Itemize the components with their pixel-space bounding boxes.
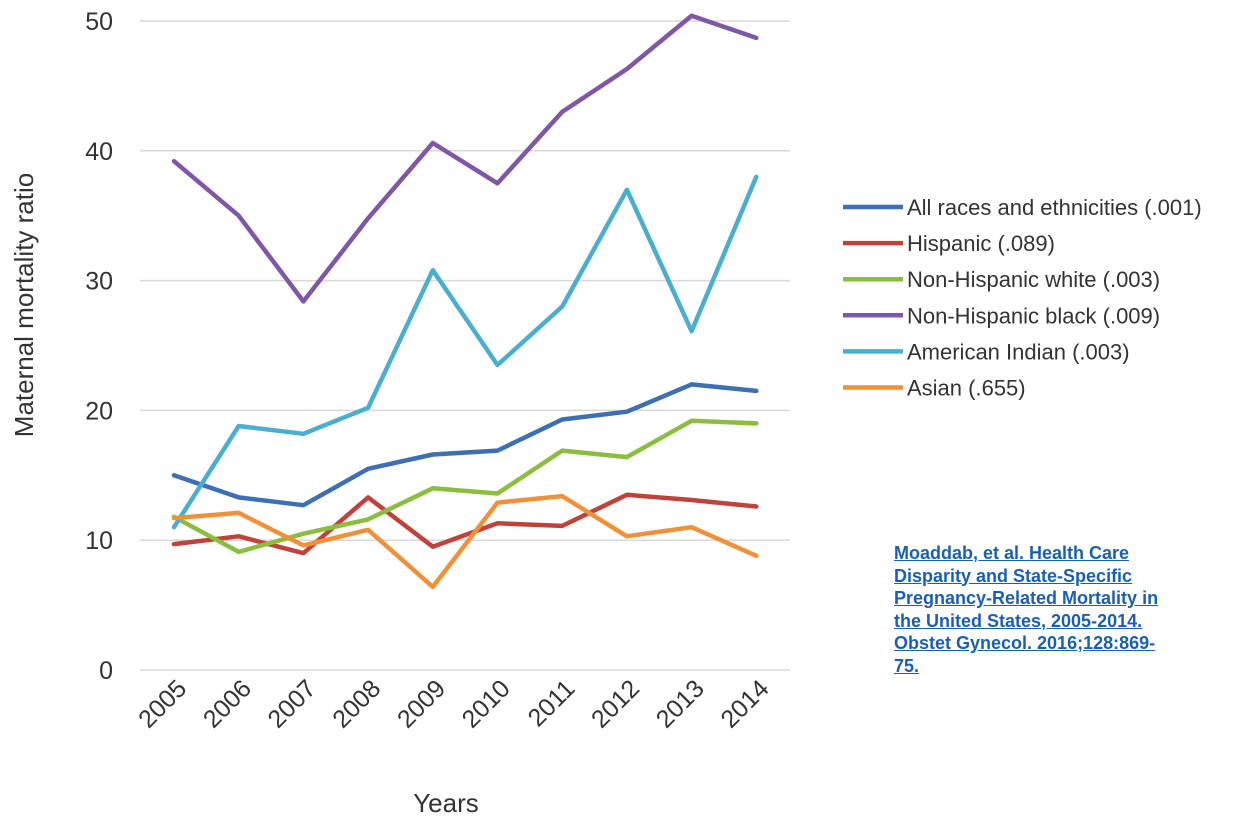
legend-label: Asian (.655) bbox=[907, 376, 1026, 401]
x-tick-label: 2007 bbox=[263, 674, 322, 733]
series-line-3 bbox=[171, 13, 759, 304]
x-tick-label: 2013 bbox=[651, 674, 710, 733]
y-tick-label: 30 bbox=[85, 268, 113, 296]
citation-link[interactable]: Moaddab, et al. Health Care Disparity and… bbox=[894, 542, 1224, 677]
x-tick-label: 2009 bbox=[392, 674, 451, 733]
y-tick-label: 0 bbox=[99, 657, 113, 685]
x-tick-label: 2014 bbox=[715, 674, 774, 733]
legend: All races and ethnicities (.001) Hispanic… bbox=[843, 195, 1202, 401]
citation-line[interactable]: Pregnancy-Related Mortality in bbox=[894, 588, 1159, 608]
y-tick-label: 10 bbox=[85, 527, 113, 555]
citation-line[interactable]: Obstet Gynecol. 2016;128:869- bbox=[894, 633, 1156, 653]
series-line-5 bbox=[171, 493, 759, 590]
y-tick-label: 50 bbox=[85, 8, 113, 36]
legend-label: Hispanic (.089) bbox=[907, 231, 1055, 256]
y-tick-label: 20 bbox=[85, 397, 113, 425]
x-axis-ticks: 2005 2006 2007 2008 2009 2010 2011 2012 2013 2014 bbox=[133, 674, 774, 733]
x-tick-label: 2012 bbox=[586, 674, 645, 733]
x-tick-label: 2005 bbox=[133, 674, 192, 733]
y-axis-title: Maternal mortality ratio bbox=[9, 173, 39, 437]
citation-line[interactable]: 75. bbox=[894, 655, 920, 676]
series-line-0 bbox=[171, 382, 759, 508]
x-tick-label: 2010 bbox=[457, 674, 516, 733]
series-lines bbox=[171, 13, 759, 590]
series-line-2 bbox=[171, 418, 759, 555]
citation-line[interactable]: Moaddab, et al. Health Care bbox=[894, 543, 1130, 563]
x-tick-label: 2011 bbox=[523, 674, 581, 732]
y-axis-ticks: 0 10 20 30 40 50 bbox=[85, 8, 113, 685]
y-tick-label: 40 bbox=[85, 138, 113, 166]
legend-label: American Indian (.003) bbox=[907, 339, 1130, 364]
series-line-4 bbox=[171, 174, 759, 530]
legend-label: Non-Hispanic white (.003) bbox=[907, 267, 1160, 292]
gridlines bbox=[140, 20, 790, 671]
x-tick-label: 2008 bbox=[327, 674, 386, 733]
citation-line[interactable]: Disparity and State-Specific bbox=[894, 565, 1133, 586]
x-axis-title: Years bbox=[413, 788, 479, 818]
citation-line[interactable]: the United States, 2005-2014. bbox=[894, 610, 1143, 631]
legend-label: All races and ethnicities (.001) bbox=[907, 195, 1202, 220]
x-tick-label: 2006 bbox=[198, 674, 257, 733]
legend-label: Non-Hispanic black (.009) bbox=[907, 303, 1160, 328]
